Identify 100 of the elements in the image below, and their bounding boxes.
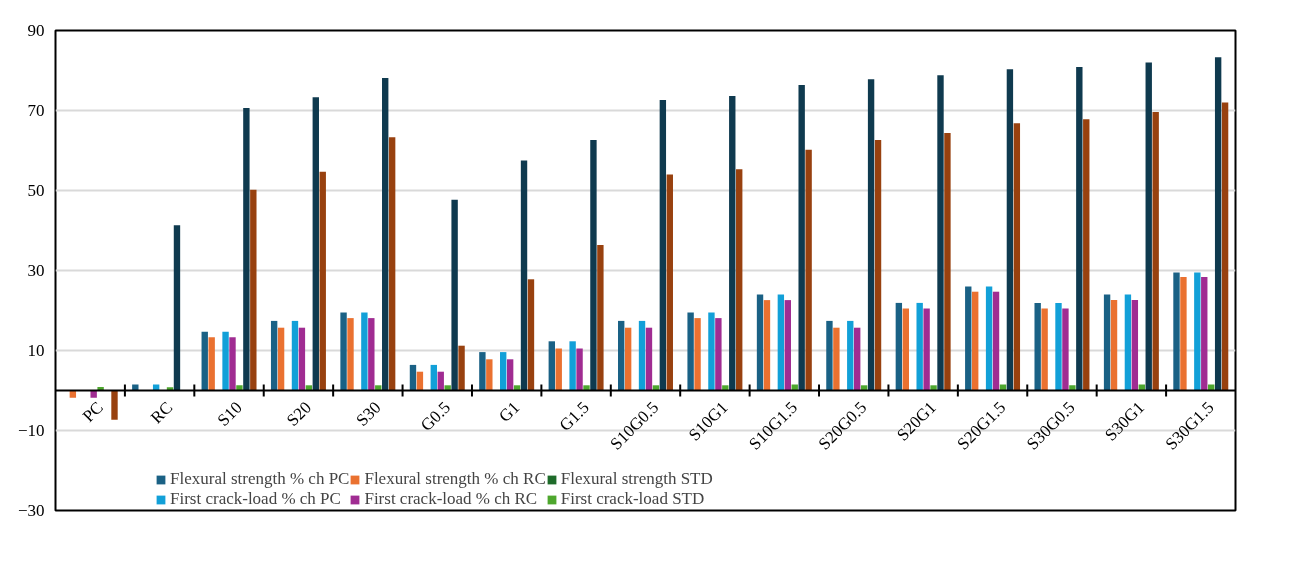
bar [805, 149, 812, 391]
bar [1069, 385, 1076, 391]
x-tick-label: RC [146, 397, 177, 428]
bar [715, 318, 722, 391]
bar [368, 318, 375, 391]
bar [97, 386, 104, 391]
bar [972, 291, 979, 391]
bar [1201, 276, 1208, 391]
bar [132, 384, 139, 391]
bar [173, 225, 181, 391]
bar [111, 390, 118, 420]
legend-label: First crack-load % ch PC [170, 489, 341, 509]
bar [1034, 302, 1041, 391]
bar [854, 327, 861, 391]
bar [1221, 102, 1229, 391]
bar [652, 385, 660, 391]
x-tick-label: S20 [283, 397, 316, 430]
bar [895, 302, 903, 391]
y-tick-label: 70 [27, 101, 45, 120]
x-tick-label: S30 [352, 397, 385, 430]
bar [312, 97, 319, 391]
bar [618, 320, 625, 391]
bar [992, 291, 1000, 391]
bar [1013, 123, 1021, 391]
bar [437, 371, 444, 391]
bar [645, 327, 653, 391]
bar [985, 286, 993, 391]
bar [930, 385, 937, 391]
y-tick-label: −10 [17, 421, 45, 440]
bar [409, 364, 417, 391]
bar [451, 199, 458, 391]
bar [597, 244, 604, 391]
bar [798, 84, 805, 391]
legend-label: Flexural strength % ch PC [170, 469, 350, 489]
bar [222, 331, 229, 391]
bar [382, 78, 389, 391]
bar [506, 359, 514, 391]
bar [708, 312, 715, 391]
x-tick-label: G1 [495, 397, 524, 426]
bar [548, 341, 555, 391]
bar [590, 140, 597, 391]
bar [277, 327, 285, 391]
y-tick-label: 90 [27, 21, 45, 40]
bar [236, 385, 243, 391]
bar [784, 300, 791, 391]
bar [375, 385, 382, 391]
bar [1103, 294, 1111, 391]
bar [201, 331, 208, 391]
bar [833, 327, 840, 391]
bar [736, 169, 743, 391]
bar [90, 390, 97, 398]
bar [347, 318, 354, 391]
bar [166, 387, 174, 391]
bar [361, 312, 368, 391]
bar [916, 302, 923, 391]
bar [666, 174, 673, 391]
bar [229, 337, 236, 391]
bar [270, 320, 278, 391]
bar [527, 279, 535, 391]
bar [1131, 300, 1139, 391]
bar [569, 341, 576, 391]
bar [1124, 294, 1132, 391]
bar [576, 348, 583, 391]
bar [965, 286, 972, 391]
bar [902, 308, 909, 391]
x-tick-label: S10 [213, 397, 246, 430]
bar [319, 171, 326, 391]
bar [430, 364, 437, 391]
bar [1083, 119, 1090, 391]
bar [763, 300, 771, 391]
y-tick-label: −30 [17, 501, 45, 520]
bar [486, 359, 493, 391]
bar [298, 327, 306, 391]
bar [1006, 69, 1014, 391]
bar [860, 385, 868, 391]
bar [1214, 57, 1222, 391]
bar [944, 132, 951, 391]
bar [340, 312, 347, 391]
bar [923, 308, 930, 391]
bar [722, 385, 729, 391]
bar [638, 320, 646, 391]
bar [583, 385, 590, 391]
bar [458, 345, 465, 391]
bar [291, 320, 299, 391]
bar [1145, 62, 1152, 391]
bar [416, 371, 424, 391]
bar [388, 137, 396, 391]
bar [1062, 308, 1069, 391]
bar [500, 352, 507, 391]
y-tick-label: 30 [27, 261, 45, 280]
bar [659, 100, 667, 391]
bar [1076, 66, 1083, 391]
bar [243, 108, 250, 391]
bar [777, 294, 785, 391]
bar [874, 140, 882, 391]
bar [208, 337, 215, 391]
bar [687, 312, 694, 391]
bar [1041, 308, 1048, 391]
bar [826, 320, 833, 391]
y-tick-label: 50 [27, 181, 45, 200]
